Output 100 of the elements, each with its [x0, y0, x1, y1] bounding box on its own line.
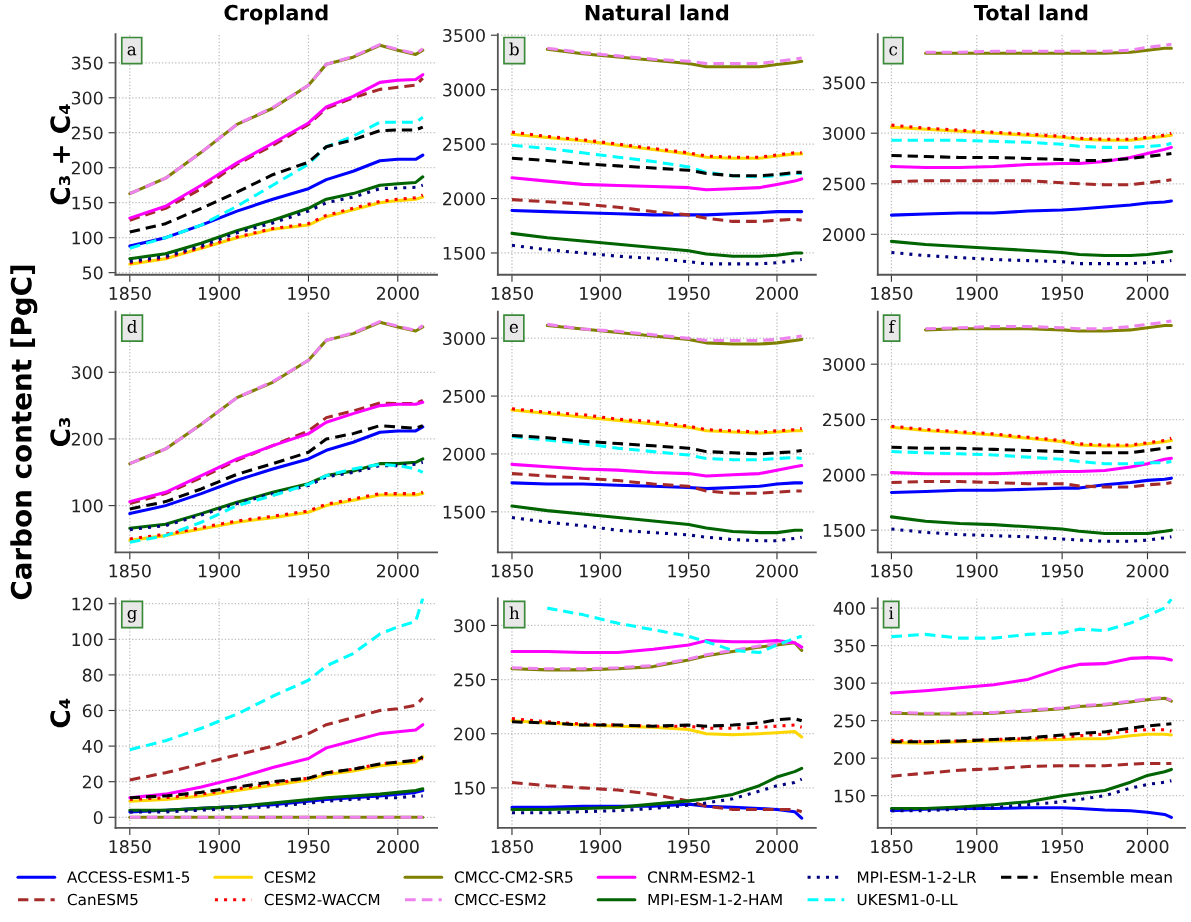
y-tick-label: 3000: [823, 357, 865, 372]
y-tick-label: 350: [71, 56, 103, 70]
y-axis-title: C₃: [50, 417, 71, 447]
legend-label: ACCESS-ESM1-5: [67, 871, 190, 883]
legend-label: UKESM1-0-LL: [857, 893, 958, 906]
y-tick-label: 60: [82, 704, 103, 718]
y-axis-title: C₄: [50, 698, 71, 728]
x-tick-label: 2000: [1126, 564, 1169, 578]
y-tick-label: 300: [834, 676, 865, 690]
x-tick-label: 1850: [871, 286, 913, 300]
legend-label: CNRM-ESM2-1: [647, 871, 755, 883]
legend-label: Ensemble mean: [1051, 871, 1172, 883]
annotation: g: [127, 609, 137, 623]
y-tick-label: 2500: [823, 413, 865, 427]
y-tick-label: 1500: [443, 505, 485, 519]
annotation: c: [889, 46, 898, 56]
annotation: b: [509, 42, 519, 56]
y-tick-label: 2000: [823, 228, 865, 242]
y-tick-label: 0: [93, 810, 103, 825]
x-tick-label: 1850: [491, 286, 533, 300]
x-tick-label: 1850: [871, 840, 913, 854]
x-tick-label: 1950: [1041, 564, 1084, 578]
y-tick-label: 2000: [443, 447, 485, 461]
y-tick-label: 200: [71, 432, 103, 446]
annotation: i: [889, 606, 894, 620]
y-tick-label: 2500: [823, 177, 865, 191]
y-tick-label: 120: [72, 597, 103, 611]
y-tick-label: 3000: [443, 331, 485, 346]
y-tick-label: 300: [71, 91, 103, 105]
y-tick-label: 150: [834, 789, 865, 803]
y-tick-label: 20: [82, 775, 103, 789]
x-tick-label: 1900: [198, 564, 241, 578]
x-tick-label: 1950: [1041, 840, 1084, 854]
y-tick-label: 40: [82, 739, 103, 753]
y-tick-label: 250: [71, 126, 103, 140]
y-tick-label: 1500: [823, 523, 865, 537]
legend-label: CMCC-CM2-SR5: [454, 871, 573, 883]
y-tick-label: 200: [71, 161, 103, 175]
y-tick-label: 300: [71, 366, 103, 380]
annotation: a: [127, 46, 137, 56]
y-tick-label: 2500: [443, 137, 485, 151]
x-tick-label: 2000: [376, 564, 419, 578]
chart-title: Total land: [973, 4, 1088, 21]
annotation: e: [509, 323, 518, 333]
legend-label: MPI-ESM-1-2-HAM: [648, 893, 782, 906]
annotation: d: [127, 320, 137, 333]
y-tick-label: 3000: [443, 83, 485, 97]
x-tick-label: 1900: [580, 840, 622, 854]
y-tick-label: 2000: [443, 192, 485, 206]
y-tick-label: 2000: [823, 468, 865, 482]
y-tick-label: 80: [82, 668, 103, 682]
legend-label: CMCC-ESM2: [454, 893, 546, 906]
y-tick-label: 3500: [823, 76, 865, 90]
x-tick-label: 2000: [376, 286, 419, 300]
y-tick-label: 250: [454, 673, 485, 687]
annotation: h: [509, 606, 520, 620]
y-tick-label: 3000: [823, 126, 865, 141]
legend-label: CESM2-WACCM: [264, 893, 380, 906]
x-tick-label: 1900: [956, 286, 998, 300]
y-tick-label: 100: [72, 633, 103, 647]
y-tick-label: 400: [833, 601, 865, 615]
x-tick-label: 1900: [580, 564, 622, 578]
y-tick-label: 350: [834, 639, 865, 653]
legend-label: CanESM5: [67, 893, 138, 906]
x-tick-label: 1950: [668, 564, 710, 578]
x-tick-label: 2000: [756, 840, 798, 854]
legend-label: MPI-ESM-1-2-LR: [857, 871, 977, 883]
chart-title: Natural land: [585, 4, 729, 21]
y-tick-label: 250: [834, 714, 865, 728]
y-tick-label: 100: [72, 499, 103, 513]
x-tick-label: 1850: [109, 564, 151, 578]
x-tick-label: 1900: [956, 564, 998, 578]
x-tick-label: 2000: [376, 840, 419, 854]
x-tick-label: 1900: [198, 286, 241, 300]
y-tick-label: 200: [454, 727, 485, 741]
annotation: f: [889, 320, 896, 333]
y-tick-label: 3500: [443, 28, 485, 43]
x-tick-label: 1900: [956, 840, 998, 854]
x-tick-label: 2000: [756, 286, 798, 300]
x-tick-label: 2000: [1126, 840, 1169, 854]
y-axis-title: C₃ + C₄: [50, 104, 71, 205]
x-tick-label: 1900: [580, 286, 622, 300]
x-tick-label: 1950: [668, 840, 710, 854]
y-tick-label: 2500: [443, 389, 485, 403]
y-tick-label: 150: [72, 196, 103, 210]
x-tick-label: 1950: [1041, 286, 1084, 300]
x-tick-label: 1950: [668, 286, 710, 300]
x-tick-label: 1850: [109, 840, 151, 854]
y-tick-label: 50: [82, 266, 103, 280]
x-tick-label: 1850: [109, 286, 151, 300]
x-tick-label: 2000: [1126, 286, 1169, 300]
x-tick-label: 1950: [288, 564, 330, 578]
chart-title: Cropland: [224, 4, 328, 25]
text: Carbon content [PgC]: [10, 265, 38, 600]
x-tick-label: 1850: [491, 840, 533, 854]
x-tick-label: 1950: [288, 840, 330, 854]
y-tick-label: 200: [834, 751, 865, 766]
x-tick-label: 1900: [198, 840, 241, 854]
y-tick-label: 300: [454, 619, 485, 633]
y-tick-label: 150: [454, 781, 485, 795]
